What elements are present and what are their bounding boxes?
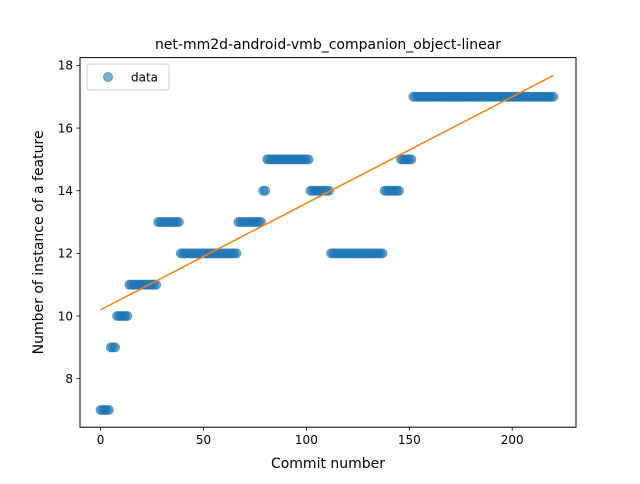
y-tick-label: 12	[58, 247, 73, 261]
data-point	[103, 404, 114, 415]
chart-title: net-mm2d-android-vmb_companion_object-li…	[155, 37, 501, 53]
y-tick-label: 18	[58, 59, 73, 73]
legend-box	[86, 63, 170, 91]
x-tick-label: 50	[196, 433, 211, 447]
y-axis-label: Number of instance of a feature	[31, 130, 47, 354]
legend-marker-data	[103, 72, 113, 82]
y-tick-label: 10	[58, 309, 73, 323]
y-axis-ticks: 8 10 12 14 16 18	[58, 59, 80, 386]
legend-label-data: data	[131, 71, 158, 85]
x-axis-label: Commit number	[271, 456, 385, 472]
legend: data	[86, 63, 170, 91]
data-point	[122, 311, 133, 322]
data-point	[260, 185, 271, 196]
plot-frame	[79, 57, 577, 428]
x-tick-label: 100	[295, 433, 318, 447]
data-point	[406, 154, 417, 165]
fit-line-layer	[100, 74, 554, 311]
fit-line	[100, 74, 554, 311]
data-point	[109, 342, 120, 353]
data-point	[394, 185, 404, 196]
x-tick-label: 150	[398, 433, 421, 447]
y-tick-label: 14	[58, 184, 73, 198]
x-tick-label: 0	[97, 433, 105, 447]
data-points	[95, 91, 559, 415]
y-tick-label: 8	[65, 372, 73, 386]
x-axis-ticks: 0 50 100 150 200	[97, 427, 524, 447]
y-tick-label: 16	[58, 121, 73, 135]
data-point	[548, 91, 559, 102]
data-point	[303, 154, 314, 165]
data-point	[377, 248, 388, 259]
data-point	[173, 217, 184, 228]
data-point	[231, 248, 242, 259]
x-tick-label: 200	[501, 433, 524, 447]
